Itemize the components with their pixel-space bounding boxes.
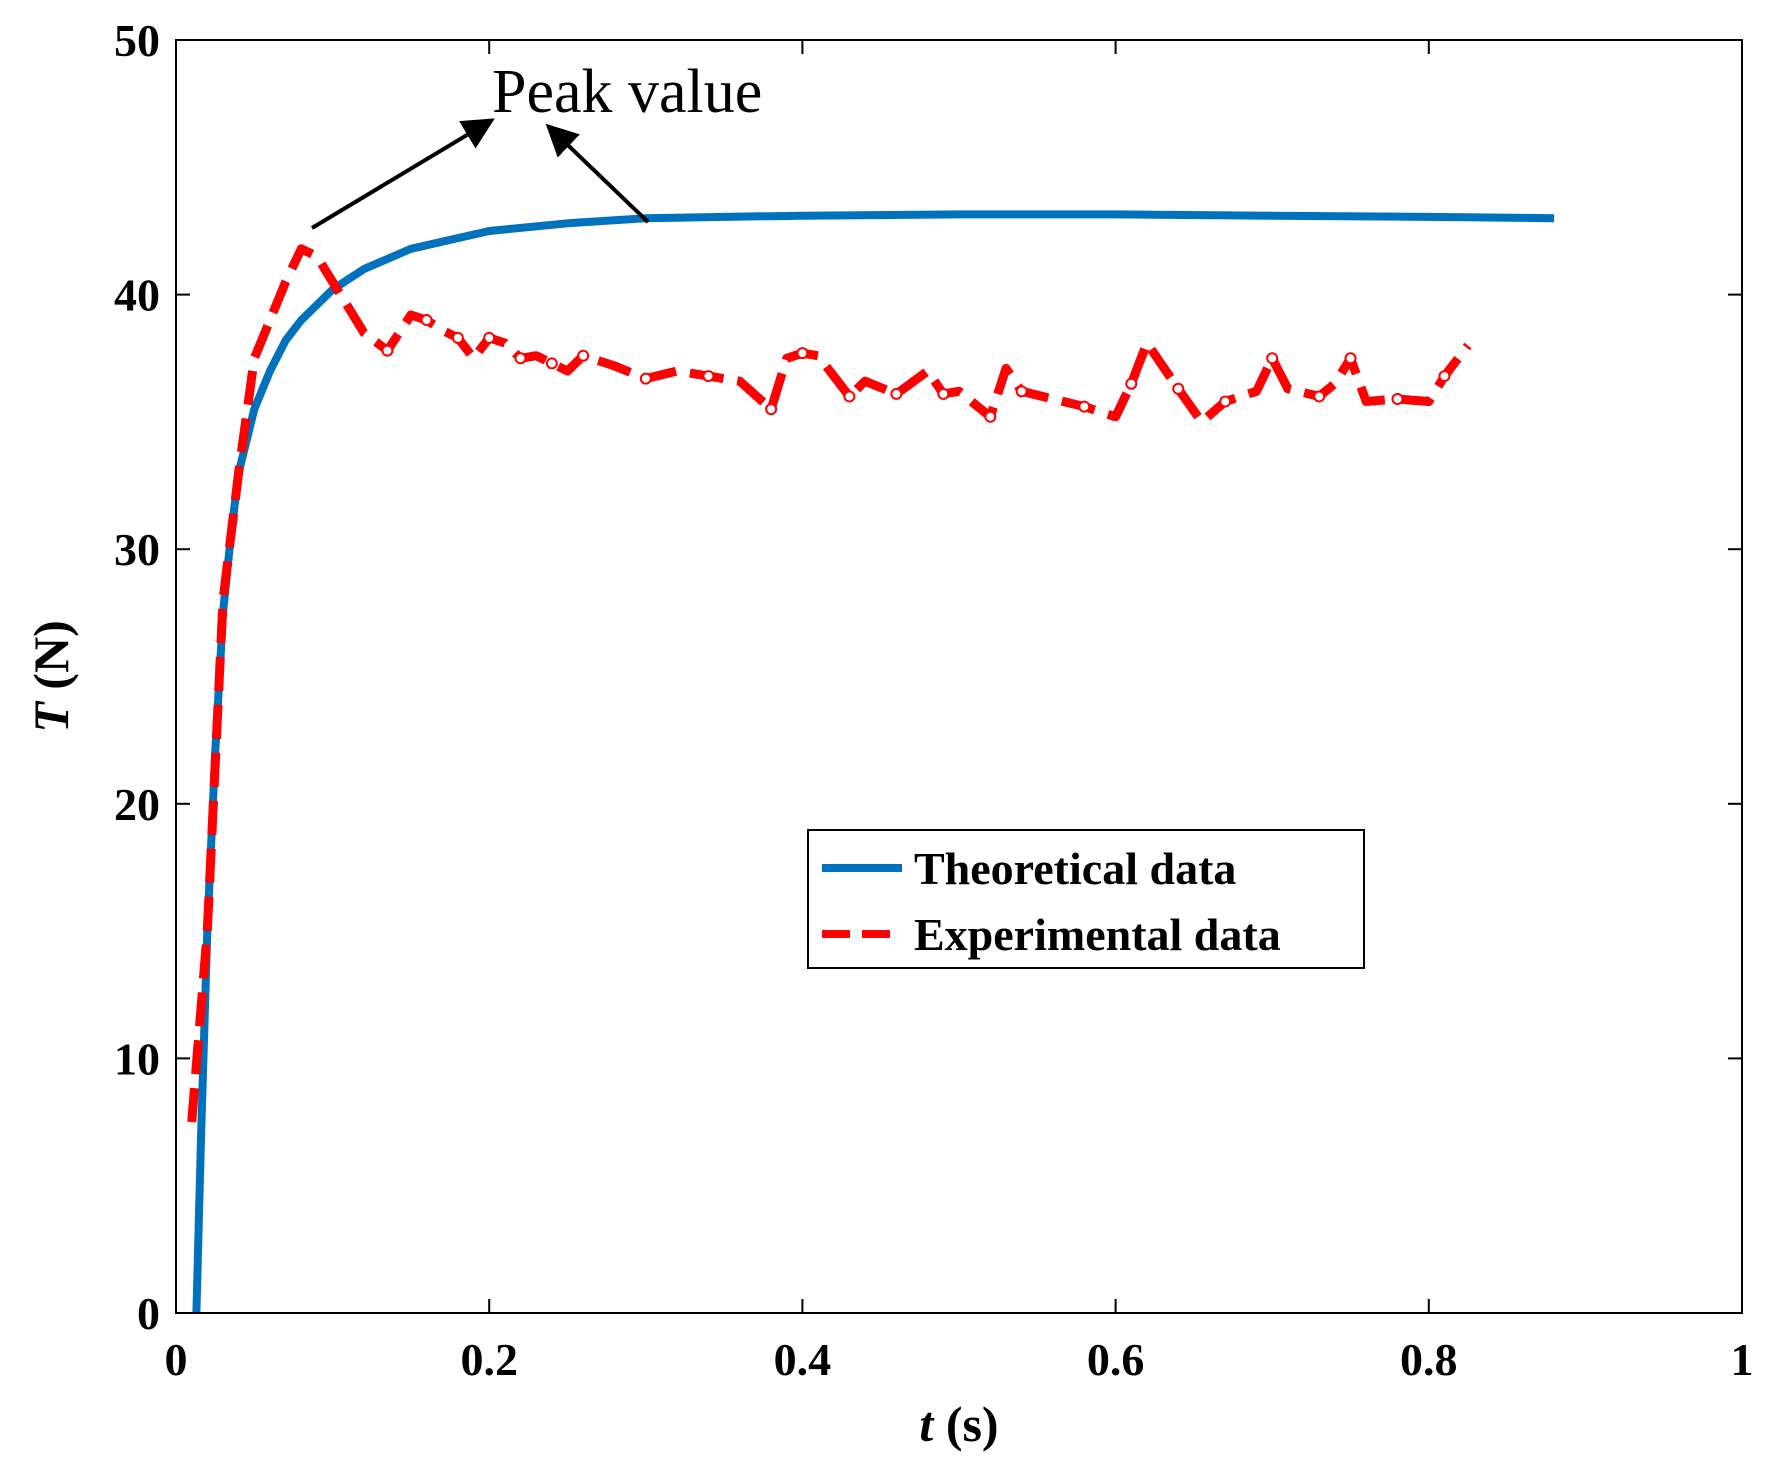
x-tick-label: 0 xyxy=(165,1334,188,1385)
peak-value-label: Peak value xyxy=(492,58,762,126)
y-tick-label: 50 xyxy=(114,15,160,66)
experimental-point xyxy=(483,331,496,344)
y-tick-label: 40 xyxy=(114,270,160,321)
series-line-experimental xyxy=(187,244,1472,1123)
x-axis-label: t (s) xyxy=(919,1396,998,1452)
x-tick-label: 0.4 xyxy=(774,1334,832,1385)
y-axis-label: T (N) xyxy=(23,620,79,732)
experimental-point xyxy=(765,403,778,416)
experimental-point xyxy=(514,352,527,365)
peak-arrow-experimental xyxy=(310,118,495,230)
experimental-point xyxy=(1172,382,1185,395)
experimental-point xyxy=(1078,400,1091,413)
experimental-point xyxy=(843,390,856,403)
legend-label-experimental: Experimental data xyxy=(914,909,1281,960)
experimental-point xyxy=(577,349,590,362)
experimental-point xyxy=(381,344,394,357)
peak-annotation: Peak value xyxy=(310,58,762,230)
y-tick-label: 10 xyxy=(114,1033,160,1084)
experimental-point xyxy=(937,387,950,400)
x-tick-label: 0.8 xyxy=(1400,1334,1458,1385)
experimental-point xyxy=(639,372,652,385)
y-axis-unit: (N) xyxy=(23,620,79,689)
experimental-point xyxy=(1125,377,1138,390)
experimental-point xyxy=(451,331,464,344)
series-layer xyxy=(187,210,1555,1314)
experimental-point xyxy=(1438,370,1451,383)
series-line-theoretical xyxy=(192,210,1555,1314)
experimental-point xyxy=(1313,390,1326,403)
legend-label-theoretical: Theoretical data xyxy=(914,843,1236,894)
peak-arrow-theoretical xyxy=(545,123,650,224)
y-tick-label: 0 xyxy=(137,1288,160,1339)
x-tick-label: 0.6 xyxy=(1087,1334,1145,1385)
experimental-point xyxy=(420,314,433,327)
experimental-point xyxy=(1391,392,1404,405)
x-axis-unit: (s) xyxy=(946,1396,999,1452)
experimental-point xyxy=(984,410,997,423)
experimental-point xyxy=(890,387,903,400)
y-axis-symbol: T xyxy=(23,700,79,733)
plot-frame xyxy=(175,39,1743,1314)
legend: Theoretical data Experimental data xyxy=(807,829,1365,969)
experimental-point xyxy=(1015,385,1028,398)
experimental-point xyxy=(1344,352,1357,365)
y-tick-label: 30 xyxy=(114,524,160,575)
x-tick-label: 0.2 xyxy=(460,1334,518,1385)
experimental-point xyxy=(702,370,715,383)
ticks-layer xyxy=(175,39,1743,1314)
experimental-point xyxy=(1219,395,1232,408)
experimental-point xyxy=(796,347,809,360)
x-tick-label: 1 xyxy=(1731,1334,1754,1385)
y-tick-label: 20 xyxy=(114,779,160,830)
experimental-point xyxy=(545,357,558,370)
legend-box xyxy=(807,829,1365,969)
experimental-point xyxy=(1266,352,1279,365)
x-axis-symbol: t xyxy=(919,1396,935,1452)
